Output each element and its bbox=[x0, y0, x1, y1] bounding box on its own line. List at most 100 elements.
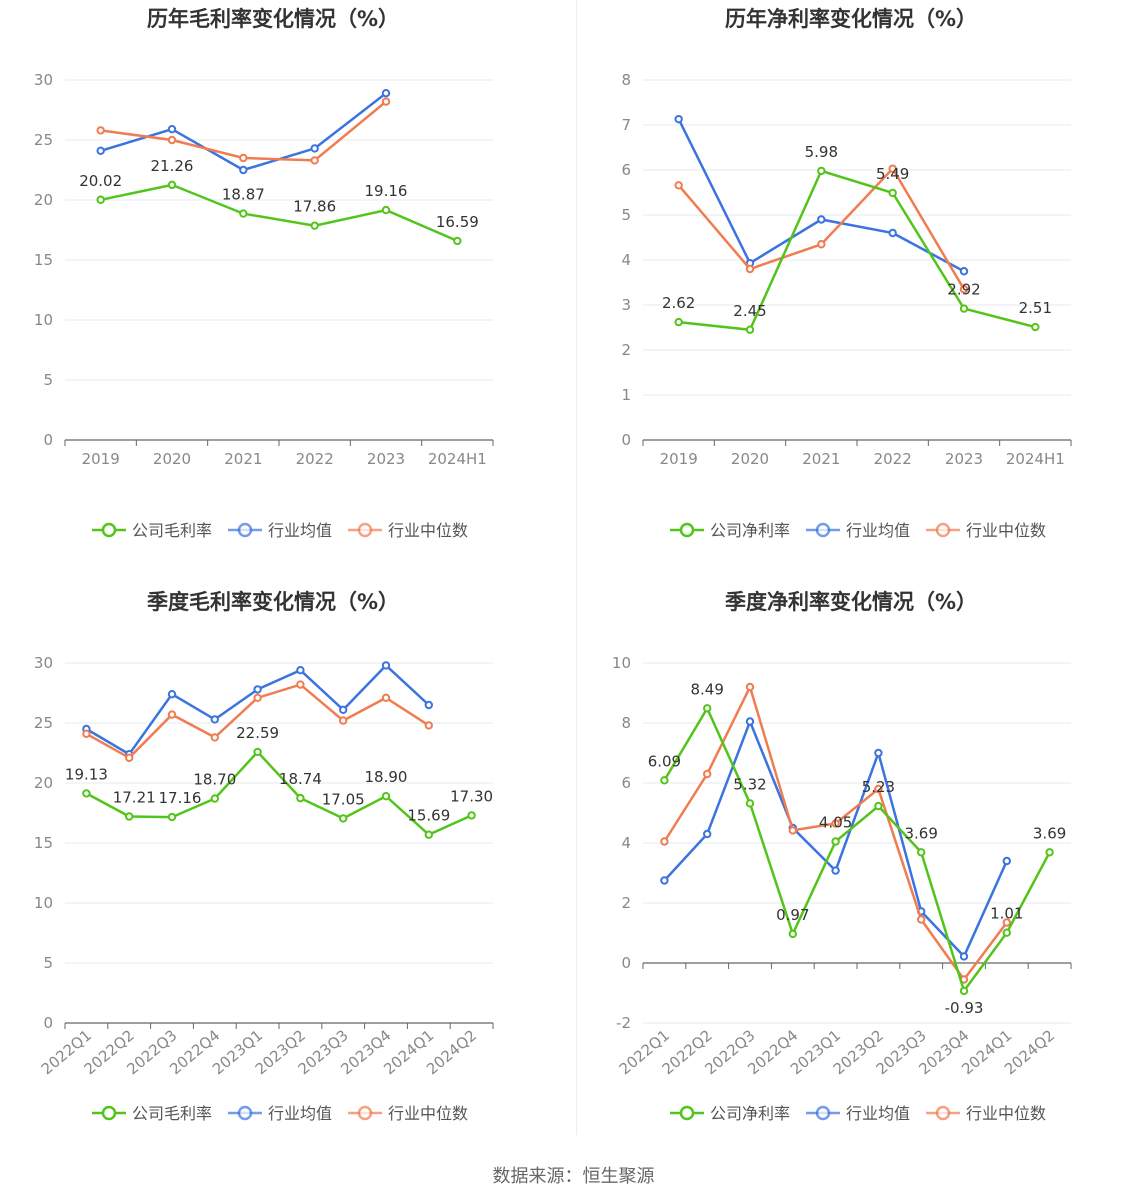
legend-swatch-marker bbox=[357, 1105, 373, 1121]
company-line bbox=[678, 169, 1036, 332]
chart-title: 历年毛利率变化情况（%） bbox=[147, 7, 399, 31]
legend-label: 行业均值 bbox=[268, 1104, 332, 1123]
company-point bbox=[959, 986, 969, 996]
legend-swatch-marker bbox=[101, 522, 117, 538]
legend-swatch-marker bbox=[679, 522, 695, 538]
y-tick-label: 8 bbox=[621, 71, 631, 89]
company-point bbox=[424, 830, 433, 839]
company-point bbox=[874, 801, 883, 811]
company-point bbox=[296, 793, 305, 803]
company-point bbox=[167, 180, 177, 190]
y-tick-label: 5 bbox=[43, 954, 53, 972]
x-tick-label: 2024H1 bbox=[428, 450, 487, 468]
data-label: 18.70 bbox=[193, 771, 236, 789]
company-point bbox=[453, 236, 462, 246]
industry_median-point bbox=[82, 729, 91, 739]
chart-svg: 历年净利率变化情况（%） 0 1 2 3 4 5 6 7 8 2019 2020 2021 2022 202… bbox=[621, 7, 1072, 540]
company-point bbox=[745, 325, 755, 334]
industry_avg-point bbox=[745, 717, 755, 726]
x-tick-label: 2020 bbox=[153, 450, 191, 468]
legend-swatch-marker bbox=[815, 522, 831, 538]
company-point bbox=[831, 837, 840, 846]
company-point bbox=[1002, 928, 1011, 937]
y-tick-label: 10 bbox=[34, 311, 53, 329]
data-label: -0.93 bbox=[945, 999, 984, 1017]
y-tick-label: 10 bbox=[34, 894, 53, 912]
quarterly-net-margin-chart: 季度净利率变化情况（%） -2 0 2 4 6 8 10 2022Q1 2022Q2 2022Q3 2… bbox=[578, 583, 1147, 1163]
company-point bbox=[96, 195, 105, 204]
company-point bbox=[467, 811, 476, 820]
industry_avg-point bbox=[210, 715, 220, 724]
chart-title: 历年净利率变化情况（%） bbox=[725, 7, 977, 31]
y-tick-label: 0 bbox=[43, 1014, 53, 1032]
industry_median-point bbox=[831, 819, 840, 828]
y-tick-label: 1 bbox=[621, 386, 631, 404]
industry_median-point bbox=[296, 680, 305, 689]
annual-gross-margin-chart: 历年毛利率变化情况（%） 0 5 10 15 20 25 30 2019 2020 2021 2022… bbox=[0, 0, 570, 580]
data-label: 19.13 bbox=[65, 765, 108, 783]
data-label: 2.45 bbox=[733, 302, 766, 320]
y-tick-label: 8 bbox=[621, 714, 631, 732]
legend-swatch-marker bbox=[935, 522, 951, 538]
legend-label: 行业均值 bbox=[846, 1104, 910, 1123]
industry_median-point bbox=[381, 693, 391, 703]
y-tick-label: 0 bbox=[621, 954, 631, 972]
industry_avg-point bbox=[381, 661, 391, 670]
company-point bbox=[703, 704, 712, 713]
industry_avg-point bbox=[253, 685, 262, 694]
x-tick-label: 2021 bbox=[802, 450, 840, 468]
industry_avg-point bbox=[381, 89, 391, 98]
company-point bbox=[310, 221, 319, 230]
company-point bbox=[167, 812, 177, 822]
data-label: 5.49 bbox=[876, 165, 909, 183]
company-point bbox=[917, 848, 926, 857]
industry_median-point bbox=[167, 710, 177, 719]
industry_avg-point bbox=[424, 700, 433, 710]
data-source-note: 数据来源：恒生聚源 bbox=[492, 1166, 655, 1187]
company-point bbox=[339, 814, 348, 823]
data-label: 3.69 bbox=[1033, 824, 1066, 842]
data-label: 8.49 bbox=[690, 680, 723, 698]
legend-label: 行业中位数 bbox=[388, 1104, 468, 1123]
company-point bbox=[959, 304, 969, 313]
y-tick-label: 25 bbox=[34, 714, 53, 732]
industry_avg-point bbox=[817, 215, 826, 224]
legend-swatch-marker bbox=[237, 522, 253, 538]
industry_avg-point bbox=[167, 125, 177, 134]
y-tick-label: 4 bbox=[621, 251, 631, 269]
y-tick-label: 4 bbox=[621, 834, 631, 852]
industry_median-point bbox=[788, 826, 798, 835]
y-tick-label: 6 bbox=[621, 161, 631, 179]
data-label: 20.02 bbox=[79, 172, 122, 190]
chart-title: 季度毛利率变化情况（%） bbox=[147, 590, 399, 614]
industry_median-point bbox=[874, 784, 883, 794]
industry_avg-point bbox=[96, 146, 105, 156]
industry_median-point bbox=[310, 156, 319, 165]
legend-label: 行业均值 bbox=[846, 521, 910, 540]
industry_avg-point bbox=[296, 666, 305, 675]
legend-swatch-marker bbox=[935, 1105, 951, 1121]
data-label: 3.69 bbox=[904, 824, 937, 842]
data-label: 2.92 bbox=[947, 281, 980, 299]
y-tick-label: 5 bbox=[621, 206, 631, 224]
data-label: 17.05 bbox=[322, 790, 365, 808]
x-tick-label: 2023 bbox=[367, 450, 405, 468]
x-tick-label: 2022 bbox=[296, 450, 334, 468]
company-point bbox=[125, 812, 134, 821]
legend-label: 行业中位数 bbox=[388, 521, 468, 540]
x-tick-label: 2019 bbox=[660, 450, 698, 468]
company-point bbox=[660, 776, 669, 785]
x-tick-label: 2022 bbox=[874, 450, 912, 468]
company-point bbox=[1031, 322, 1040, 332]
data-label: 0.97 bbox=[776, 906, 809, 924]
data-label: 16.59 bbox=[436, 213, 479, 231]
industry_median-point bbox=[210, 733, 220, 742]
chart-svg: 季度净利率变化情况（%）-202468102022Q12022Q22022Q32… bbox=[612, 590, 1072, 1123]
industry_median-line bbox=[663, 683, 1008, 982]
industry_median-point bbox=[239, 153, 248, 163]
panel-divider bbox=[576, 0, 577, 1135]
company-point bbox=[817, 166, 826, 176]
data-label: 18.87 bbox=[222, 186, 265, 204]
data-label: 6.09 bbox=[648, 752, 681, 770]
x-tick-label: 2020 bbox=[731, 450, 769, 468]
